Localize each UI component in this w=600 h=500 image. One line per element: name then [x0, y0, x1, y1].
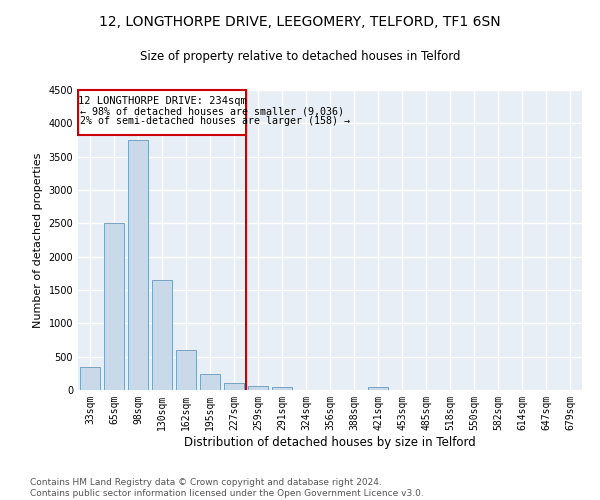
Text: Size of property relative to detached houses in Telford: Size of property relative to detached ho…: [140, 50, 460, 63]
Bar: [128, 140, 148, 390]
Bar: [80, 366, 100, 390]
Text: Contains HM Land Registry data © Crown copyright and database right 2024.
Contai: Contains HM Land Registry data © Crown c…: [30, 478, 424, 498]
Bar: [224, 382, 244, 390]
Bar: [104, 224, 124, 390]
Bar: [248, 386, 268, 390]
Text: 12 LONGTHORPE DRIVE: 234sqm: 12 LONGTHORPE DRIVE: 234sqm: [77, 96, 247, 106]
FancyBboxPatch shape: [78, 90, 246, 136]
Bar: [152, 280, 172, 390]
Bar: [368, 386, 388, 390]
Y-axis label: Number of detached properties: Number of detached properties: [33, 152, 43, 328]
Text: 12, LONGTHORPE DRIVE, LEEGOMERY, TELFORD, TF1 6SN: 12, LONGTHORPE DRIVE, LEEGOMERY, TELFORD…: [99, 15, 501, 29]
Bar: [272, 388, 292, 390]
Text: 2% of semi-detached houses are larger (158) →: 2% of semi-detached houses are larger (1…: [80, 116, 350, 126]
Bar: [200, 374, 220, 390]
Text: ← 98% of detached houses are smaller (9,036): ← 98% of detached houses are smaller (9,…: [80, 106, 344, 116]
X-axis label: Distribution of detached houses by size in Telford: Distribution of detached houses by size …: [184, 436, 476, 448]
Bar: [176, 350, 196, 390]
